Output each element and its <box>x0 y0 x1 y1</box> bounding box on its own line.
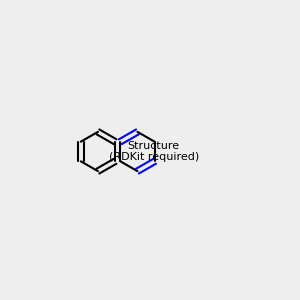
Text: Structure
(RDKit required): Structure (RDKit required) <box>109 141 199 162</box>
